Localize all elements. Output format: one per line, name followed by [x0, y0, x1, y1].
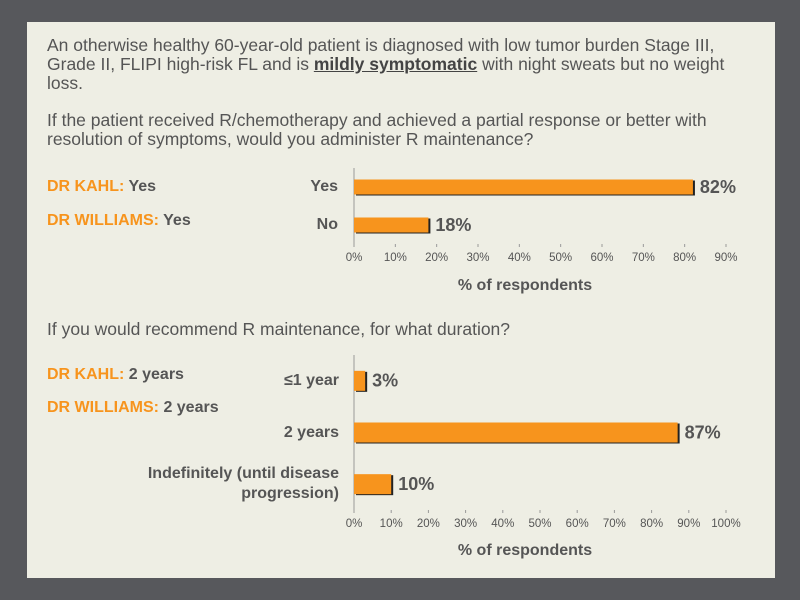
x-tick-label: 90% — [714, 252, 737, 264]
slide: An otherwise healthy 60-year-old patient… — [27, 22, 775, 578]
bar — [354, 179, 693, 195]
charts: 0% 10% 20% 30% 40% 50% 60% 70% 80% 90% % of respon… — [47, 168, 741, 559]
x-tick-label: 80% — [673, 252, 696, 264]
expert-note: DR WILLIAMS: Yes — [47, 212, 191, 229]
value-label: 82% — [700, 177, 736, 197]
chart-title: If you would recommend R maintenance, fo… — [47, 319, 511, 339]
category-label-box: Indefinitely (until disease progression) — [147, 465, 339, 503]
value-label: 87% — [685, 422, 721, 442]
category-label: ≤1 year — [283, 371, 339, 389]
category-label: No — [317, 216, 339, 233]
x-tick-label: 100% — [711, 518, 740, 530]
category-label: 2 years — [283, 423, 339, 441]
expert-name: DR KAHL: — [47, 366, 124, 383]
expert-note: DR KAHL: 2 years — [47, 366, 184, 383]
expert-name: DR KAHL: — [47, 178, 124, 195]
expert-note: DR KAHL: Yes — [47, 178, 156, 195]
x-tick-label: 20% — [417, 518, 440, 530]
x-tick-label: 60% — [590, 252, 613, 264]
x-tick-label: 30% — [454, 518, 477, 530]
x-tick-label: 50% — [528, 518, 551, 530]
x-tick-label: 10% — [380, 518, 403, 530]
x-tick-label: 40% — [491, 518, 514, 530]
category-label: Yes — [310, 178, 338, 195]
x-tick-label: 20% — [425, 252, 448, 264]
category-label: Indefinitely (until disease progression) — [147, 465, 339, 503]
intro-text: An otherwise healthy 60-year-old patient… — [47, 35, 715, 74]
x-axis-label: % of respondents — [458, 277, 592, 294]
chart-title: If the patient received R/chemotherapy a… — [47, 110, 707, 149]
x-tick-label: 70% — [632, 252, 655, 264]
value-label: 3% — [372, 371, 398, 391]
expert-note: DR WILLIAMS: 2 years — [47, 399, 219, 416]
expert-answer: 2 years — [163, 399, 218, 416]
x-tick-label: 90% — [677, 518, 700, 530]
intro-emphasis: mildly symptomatic — [313, 54, 478, 74]
category-label-box: 2 years — [283, 423, 339, 441]
expert-name: DR WILLIAMS: — [47, 399, 159, 416]
x-tick-label: 50% — [549, 252, 572, 264]
x-tick-label: 40% — [508, 252, 531, 264]
expert-answer: 2 years — [129, 366, 184, 383]
expert-name: DR WILLIAMS: — [47, 212, 159, 229]
intro: An otherwise healthy 60-year-old patient… — [47, 36, 747, 93]
x-tick-label: 30% — [466, 252, 489, 264]
x-axis-label: % of respondents — [458, 542, 592, 559]
x-tick-label: 0% — [346, 252, 363, 264]
expert-answer: Yes — [163, 212, 191, 229]
x-tick-label: 70% — [603, 518, 626, 530]
bar — [354, 370, 366, 391]
x-tick-label: 10% — [384, 252, 407, 264]
bar — [354, 217, 429, 233]
x-tick-label: 60% — [566, 518, 589, 530]
expert-answer: Yes — [128, 178, 156, 195]
x-tick-label: 0% — [346, 518, 363, 530]
value-label: 18% — [435, 215, 471, 235]
category-label-box: ≤1 year — [283, 371, 339, 389]
value-label: 10% — [398, 474, 434, 494]
bar — [354, 422, 678, 443]
x-tick-label: 80% — [640, 518, 663, 530]
intro-text: with night sweats but no weight loss. — [47, 54, 725, 93]
bar — [354, 474, 392, 495]
